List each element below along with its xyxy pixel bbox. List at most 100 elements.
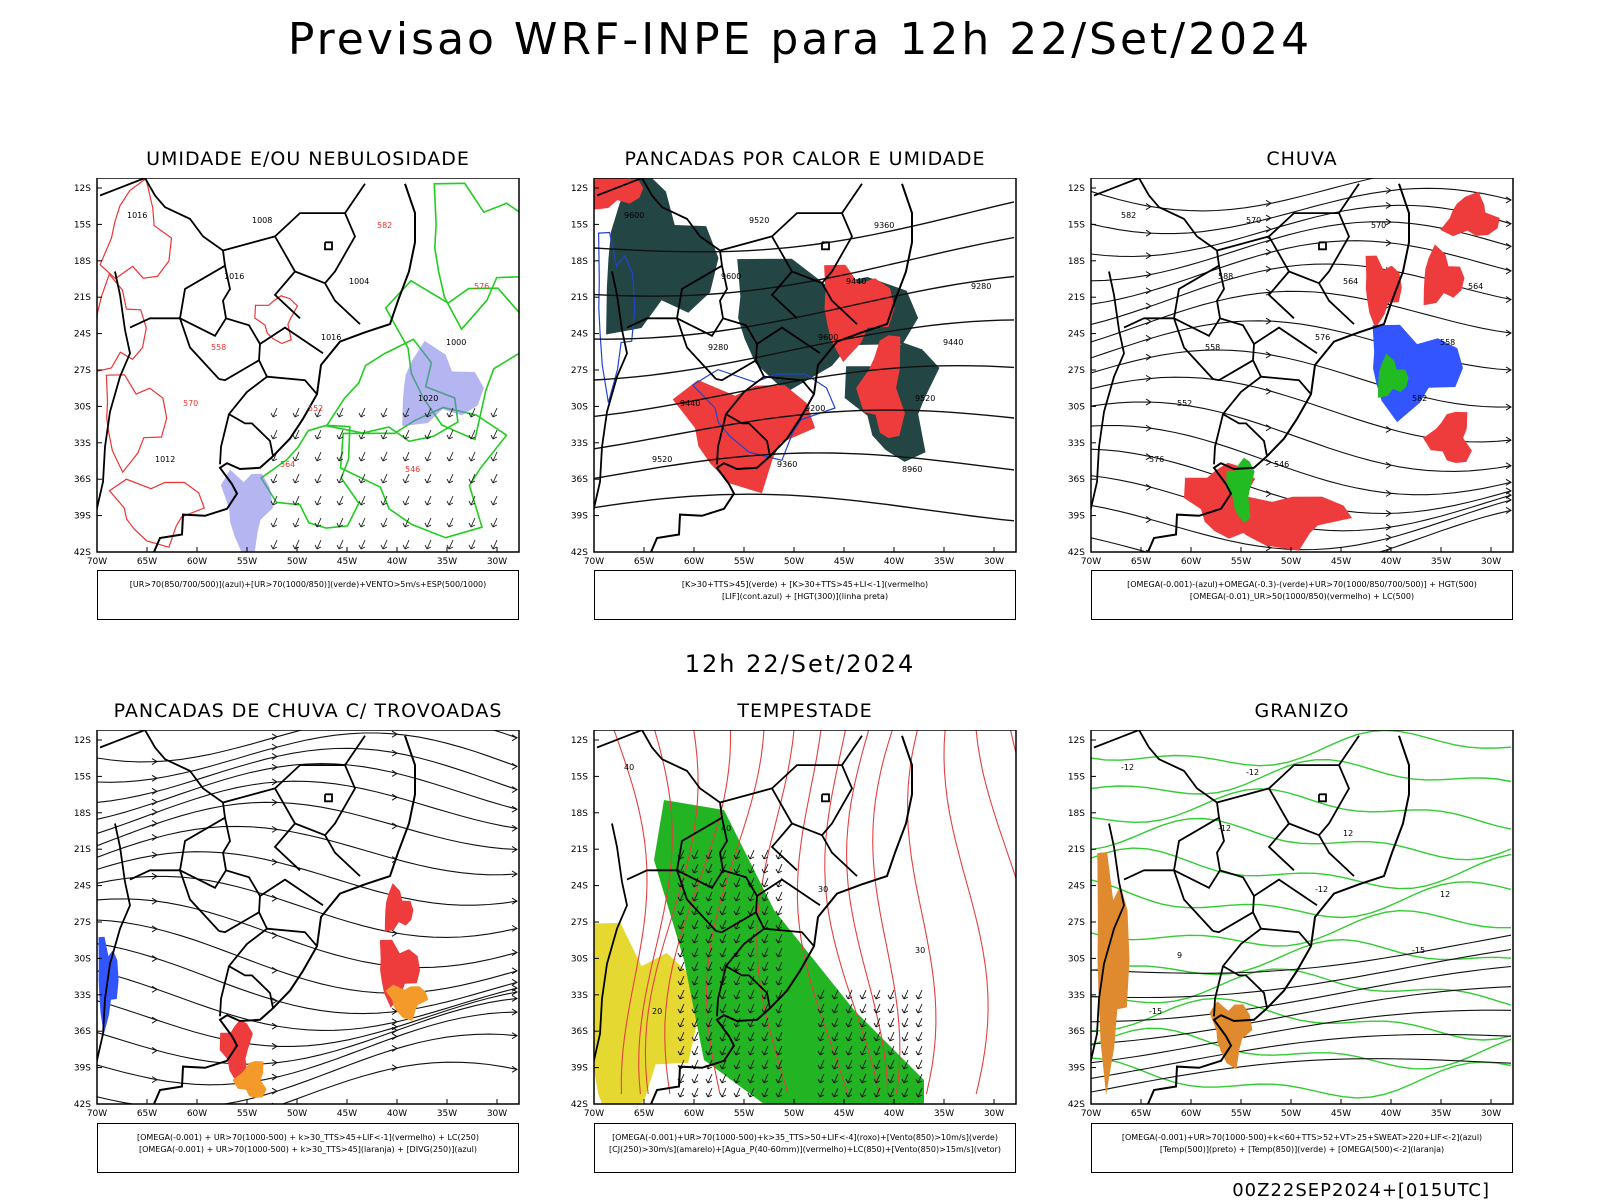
- wind-vector: [691, 1073, 699, 1084]
- wind-vector: [747, 1045, 755, 1056]
- wind-vector: [733, 877, 741, 888]
- lat-tick-label: 21S: [74, 293, 91, 303]
- wind-vector: [817, 989, 825, 1000]
- contour-label: 552: [1177, 399, 1192, 408]
- wind-vector: [747, 1087, 755, 1098]
- lat-tick-label: 24S: [1068, 330, 1085, 340]
- streamline-arrow: [1385, 534, 1392, 541]
- wind-vector: [270, 517, 278, 528]
- wind-vector: [677, 961, 685, 972]
- wind-vector: [719, 1087, 727, 1098]
- contour-label: 20: [652, 1007, 662, 1016]
- contour-label: 9520: [652, 455, 672, 464]
- red-contour: [105, 374, 168, 474]
- streamline-arrow: [1385, 218, 1392, 226]
- wind-vector: [292, 451, 300, 462]
- lon-tick-label: 55W: [734, 1109, 754, 1119]
- wind-vector: [887, 1073, 895, 1084]
- lon-tick-label: 40W: [884, 557, 904, 567]
- streamline-arrow: [1145, 229, 1152, 237]
- wind-vector: [901, 1017, 909, 1028]
- wind-vector: [705, 975, 713, 986]
- wind-vector: [845, 1003, 853, 1014]
- streamline-arrow: [1265, 351, 1272, 359]
- country-border: [1123, 264, 1220, 329]
- lat-tick-label: 12S: [571, 736, 588, 746]
- wind-vector: [761, 891, 769, 902]
- streamline-arrow: [1145, 203, 1152, 211]
- wind-vector: [691, 849, 699, 860]
- wind-vector: [859, 1059, 867, 1070]
- country-border: [218, 911, 260, 934]
- wind-vector: [775, 1003, 783, 1014]
- contour-label: 9600: [721, 272, 741, 281]
- wind-vector: [719, 919, 727, 930]
- wind-vector: [314, 495, 322, 506]
- lon-tick-label: 30W: [487, 1109, 507, 1119]
- wind-vector: [691, 1045, 699, 1056]
- wind-vector: [859, 1087, 867, 1098]
- hgt-contour: [594, 201, 1015, 253]
- country-border: [821, 793, 830, 803]
- wind-vector: [336, 539, 344, 550]
- streamline-arrow: [391, 770, 398, 777]
- wind-vector: [468, 539, 476, 550]
- streamline-arrow: [1505, 366, 1512, 374]
- wind-vector: [380, 539, 388, 550]
- wind-vector: [705, 849, 713, 860]
- contour-label: 8960: [902, 465, 922, 474]
- wind-vector: [873, 1045, 881, 1056]
- hgt-contour: [594, 493, 1015, 522]
- country-border: [763, 927, 815, 947]
- wind-vector: [380, 429, 388, 440]
- wind-vector: [402, 407, 410, 418]
- wind-vector: [887, 1031, 895, 1042]
- wind-vector: [719, 1003, 727, 1014]
- country-border: [273, 822, 361, 877]
- country-border: [259, 326, 324, 355]
- wind-vector: [761, 961, 769, 972]
- panel-title: GRANIZO: [1254, 700, 1350, 722]
- wind-vector: [747, 947, 755, 958]
- wind-vector: [775, 1031, 783, 1042]
- country-border: [676, 870, 717, 932]
- lat-tick-label: 39S: [74, 512, 91, 522]
- streamline-arrow: [151, 985, 158, 993]
- red-streamline: [824, 730, 880, 1095]
- streamline-arrow: [391, 1018, 398, 1026]
- lon-tick-label: 60W: [1181, 557, 1201, 567]
- streamline-arrow: [1145, 271, 1152, 278]
- wind-vector: [292, 429, 300, 440]
- red-streamline: [644, 730, 699, 1095]
- legend-box: [K>30+TTS>45](verde) + [K>30+TTS>45+LI<-…: [594, 570, 1016, 620]
- wind-vector: [915, 1073, 923, 1084]
- green-temp-contour: [1091, 730, 1512, 767]
- contour-label: 564: [1468, 282, 1483, 291]
- wind-vector: [292, 517, 300, 528]
- lon-tick-label: 30W: [1481, 557, 1501, 567]
- wind-vector: [915, 1059, 923, 1070]
- red-area: [1440, 191, 1500, 237]
- streamline-arrow: [151, 774, 158, 782]
- streamline-arrow: [271, 798, 278, 806]
- map-frame: [96, 178, 520, 553]
- streamline-arrow: [271, 894, 278, 902]
- wind-vector: [424, 429, 432, 440]
- wind-vector: [490, 473, 498, 484]
- red-streamline: [613, 730, 648, 1095]
- wind-vector: [747, 1031, 755, 1042]
- lon-tick-label: 35W: [1431, 557, 1451, 567]
- streamline-arrow: [511, 786, 518, 794]
- country-border: [1213, 413, 1224, 465]
- streamline: [1091, 424, 1512, 496]
- wind-vector: [358, 451, 366, 462]
- contour-label: 30: [915, 946, 925, 955]
- contour-label: 546: [405, 465, 420, 474]
- wind-vector: [705, 891, 713, 902]
- black-temp-contour: [1091, 948, 1512, 999]
- wind-vector: [845, 1073, 853, 1084]
- country-border: [1216, 787, 1270, 804]
- black-temp-contour: [1091, 986, 1512, 1045]
- country-border: [719, 787, 773, 804]
- wind-vector: [314, 429, 322, 440]
